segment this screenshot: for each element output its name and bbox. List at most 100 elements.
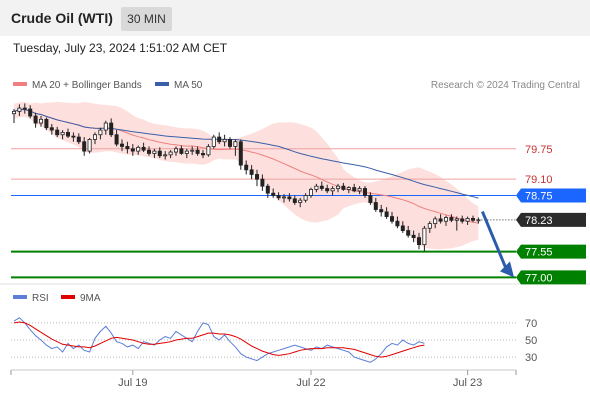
candle-body-8 [55, 129, 60, 136]
bollinger-swatch [13, 82, 27, 87]
candle-body-1 [17, 107, 22, 112]
candle-body-73 [406, 230, 411, 236]
bollinger-legend-label: MA 20 + Bollinger Bands [32, 80, 142, 91]
candle-body-71 [395, 220, 400, 227]
candle-body-75 [416, 237, 421, 245]
candle-body-70 [389, 216, 394, 222]
candle-body-81 [449, 217, 454, 221]
candle-body-38 [217, 136, 222, 143]
candle-body-40 [227, 139, 232, 147]
candle-body-39 [222, 139, 227, 143]
candle-body-3 [28, 108, 33, 117]
candle-body-59 [330, 188, 335, 192]
candle-body-20 [120, 143, 125, 147]
rsi-ma-line [13, 321, 425, 358]
candle-body-24 [141, 146, 146, 151]
candle-body-46 [260, 178, 265, 187]
candle-body-64 [357, 188, 362, 192]
candle-body-69 [384, 211, 389, 217]
candle-body-22 [130, 148, 135, 152]
candle-body-77 [427, 223, 432, 229]
candle-body-66 [368, 195, 373, 203]
candle-body-43 [244, 164, 249, 171]
candle-body-57 [319, 185, 324, 189]
candle-body-55 [308, 189, 313, 196]
candle-body-42 [238, 141, 243, 166]
level-label-1: 79.10 [525, 174, 553, 186]
candle-body-54 [303, 195, 308, 201]
candle-body-74 [411, 234, 416, 238]
ma50-line [13, 108, 479, 199]
candle-body-29 [168, 151, 173, 156]
candle-body-19 [114, 134, 119, 145]
candle-body-76 [422, 227, 427, 246]
candle-body-32 [184, 150, 189, 154]
candle-body-82 [454, 218, 459, 221]
candle-body-31 [179, 148, 184, 154]
level-tag-2 [516, 188, 586, 203]
candle-body-34 [195, 149, 200, 154]
ma50-swatch [155, 82, 169, 87]
chart-datetime: Tuesday, July 23, 2024 1:51:02 AM CET [13, 41, 228, 55]
candle-body-7 [49, 127, 54, 131]
candle-body-12 [76, 136, 81, 143]
copyright: Research © 2024 Trading Central [430, 80, 580, 91]
candle-body-13 [82, 141, 87, 152]
price-legend-ma50: MA 50 [155, 80, 202, 91]
rsi-tick-label-1: 50 [525, 335, 537, 347]
candle-body-25 [146, 149, 151, 154]
candle-body-83 [460, 218, 465, 222]
candle-body-37 [211, 136, 216, 147]
level-tag-3 [516, 244, 586, 259]
candle-body-65 [362, 188, 367, 196]
rsi-swatch [13, 295, 27, 300]
candle-body-63 [352, 187, 357, 192]
level-label-4: 77.00 [525, 272, 553, 284]
candle-body-58 [325, 188, 330, 192]
candle-body-21 [125, 146, 130, 150]
level-label-3: 77.55 [525, 247, 553, 259]
candle-body-15 [93, 134, 98, 140]
candle-body-48 [271, 192, 276, 196]
candle-body-28 [163, 154, 168, 157]
candle-body-27 [157, 150, 162, 157]
candle-body-23 [136, 146, 141, 152]
last-price-label: 78.23 [525, 215, 553, 227]
last-price-tag [516, 212, 586, 227]
candle-body-6 [44, 118, 49, 129]
candle-body-79 [438, 218, 443, 222]
rsi-tick-label-0: 70 [525, 318, 537, 330]
candle-body-4 [33, 115, 38, 124]
candle-body-36 [206, 146, 211, 156]
candle-body-10 [66, 131, 71, 137]
level-label-0: 79.75 [525, 144, 553, 156]
candles-group [11, 103, 481, 252]
rsi-ma-swatch [61, 295, 75, 300]
candle-body-17 [103, 122, 108, 131]
candle-body-53 [298, 199, 303, 203]
candle-body-2 [22, 107, 27, 110]
candle-body-35 [200, 153, 205, 156]
x-axis-label-1: Jul 22 [296, 377, 325, 389]
candle-body-44 [249, 169, 254, 175]
candle-body-49 [276, 195, 281, 199]
candle-body-80 [443, 217, 448, 222]
candle-body-68 [379, 209, 384, 213]
candle-body-67 [373, 202, 378, 210]
candle-body-51 [287, 196, 292, 200]
candle-body-45 [254, 174, 259, 180]
price-legend-bollinger: MA 20 + Bollinger Bands [13, 80, 142, 91]
candle-body-85 [470, 218, 475, 221]
candle-body-9 [60, 131, 65, 136]
candle-body-47 [265, 185, 270, 194]
candle-body-26 [152, 150, 157, 154]
rsi-legend-rsi: RSI [13, 293, 49, 304]
rsi-line [13, 317, 425, 363]
level-tag-4 [516, 270, 586, 285]
candle-body-60 [335, 185, 340, 189]
candle-body-33 [190, 149, 195, 152]
instrument-title: Crude Oil (WTI) [11, 10, 113, 26]
candle-body-0 [11, 110, 16, 115]
rsi-tick-label-2: 30 [525, 352, 537, 364]
interval-badge[interactable]: 30 MIN [121, 7, 172, 31]
